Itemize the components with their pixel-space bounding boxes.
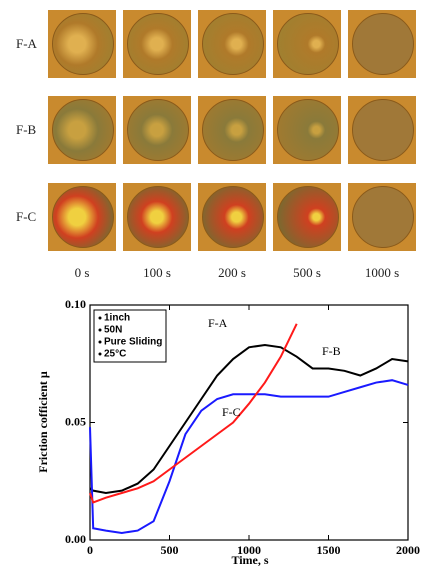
micrograph xyxy=(48,96,116,164)
x-tick-label: 2000 xyxy=(396,543,420,557)
row-label: F-A xyxy=(16,36,37,51)
y-tick-label: 0.10 xyxy=(65,297,86,311)
contact-disc xyxy=(277,186,339,248)
x-tick-label: 1500 xyxy=(317,543,341,557)
micrograph xyxy=(48,10,116,78)
series-label: F-C xyxy=(222,405,241,419)
micrograph xyxy=(348,96,416,164)
y-tick-label: 0.00 xyxy=(65,532,86,546)
contact-disc xyxy=(52,99,114,161)
column-label: 0 s xyxy=(74,265,90,280)
micrograph xyxy=(48,183,116,251)
series-label: F-A xyxy=(208,316,228,330)
x-tick-label: 0 xyxy=(87,543,93,557)
contact-disc xyxy=(277,13,339,75)
series-line xyxy=(89,323,298,504)
series-label: F-B xyxy=(322,344,341,358)
micrograph xyxy=(348,10,416,78)
contact-disc xyxy=(202,186,264,248)
x-tick-label: 1000 xyxy=(237,543,261,557)
contact-disc xyxy=(127,186,189,248)
annotation: 1inch xyxy=(104,313,130,324)
contact-disc xyxy=(202,99,264,161)
micrograph xyxy=(123,96,191,164)
contact-disc xyxy=(127,13,189,75)
conditions-box xyxy=(93,309,167,363)
x-axis-label: Time, s xyxy=(231,553,268,566)
contact-disc xyxy=(52,186,114,248)
bullet xyxy=(98,328,102,332)
annotation: 50N xyxy=(104,325,122,336)
column-label: 1000 s xyxy=(364,265,400,280)
micrograph xyxy=(198,10,266,78)
contact-disc xyxy=(127,99,189,161)
annotation: 25°C xyxy=(104,349,126,360)
row-label: F-B xyxy=(16,122,37,137)
micrograph xyxy=(198,183,266,251)
micrograph xyxy=(273,96,341,164)
contact-disc xyxy=(352,99,414,161)
micrograph xyxy=(123,10,191,78)
micrograph xyxy=(348,183,416,251)
y-tick-label: 0.05 xyxy=(65,414,86,428)
column-label: 100 s xyxy=(143,265,171,280)
series-line xyxy=(89,343,409,495)
annotation: Pure Sliding xyxy=(104,337,162,348)
column-label: 200 s xyxy=(218,265,246,280)
micrograph xyxy=(123,183,191,251)
contact-disc xyxy=(202,13,264,75)
micrograph xyxy=(273,183,341,251)
contact-disc xyxy=(352,13,414,75)
contact-disc xyxy=(352,186,414,248)
x-tick-label: 500 xyxy=(161,543,179,557)
column-label: 500 s xyxy=(293,265,321,280)
bullet xyxy=(98,340,102,344)
y-axis-label: Friction cofficient μ xyxy=(36,371,50,473)
contact-disc xyxy=(52,13,114,75)
contact-disc xyxy=(277,99,339,161)
series-line xyxy=(89,379,409,534)
bullet xyxy=(98,352,102,356)
row-label: F-C xyxy=(16,209,37,224)
micrograph xyxy=(198,96,266,164)
bullet xyxy=(98,316,102,320)
micrograph xyxy=(273,10,341,78)
